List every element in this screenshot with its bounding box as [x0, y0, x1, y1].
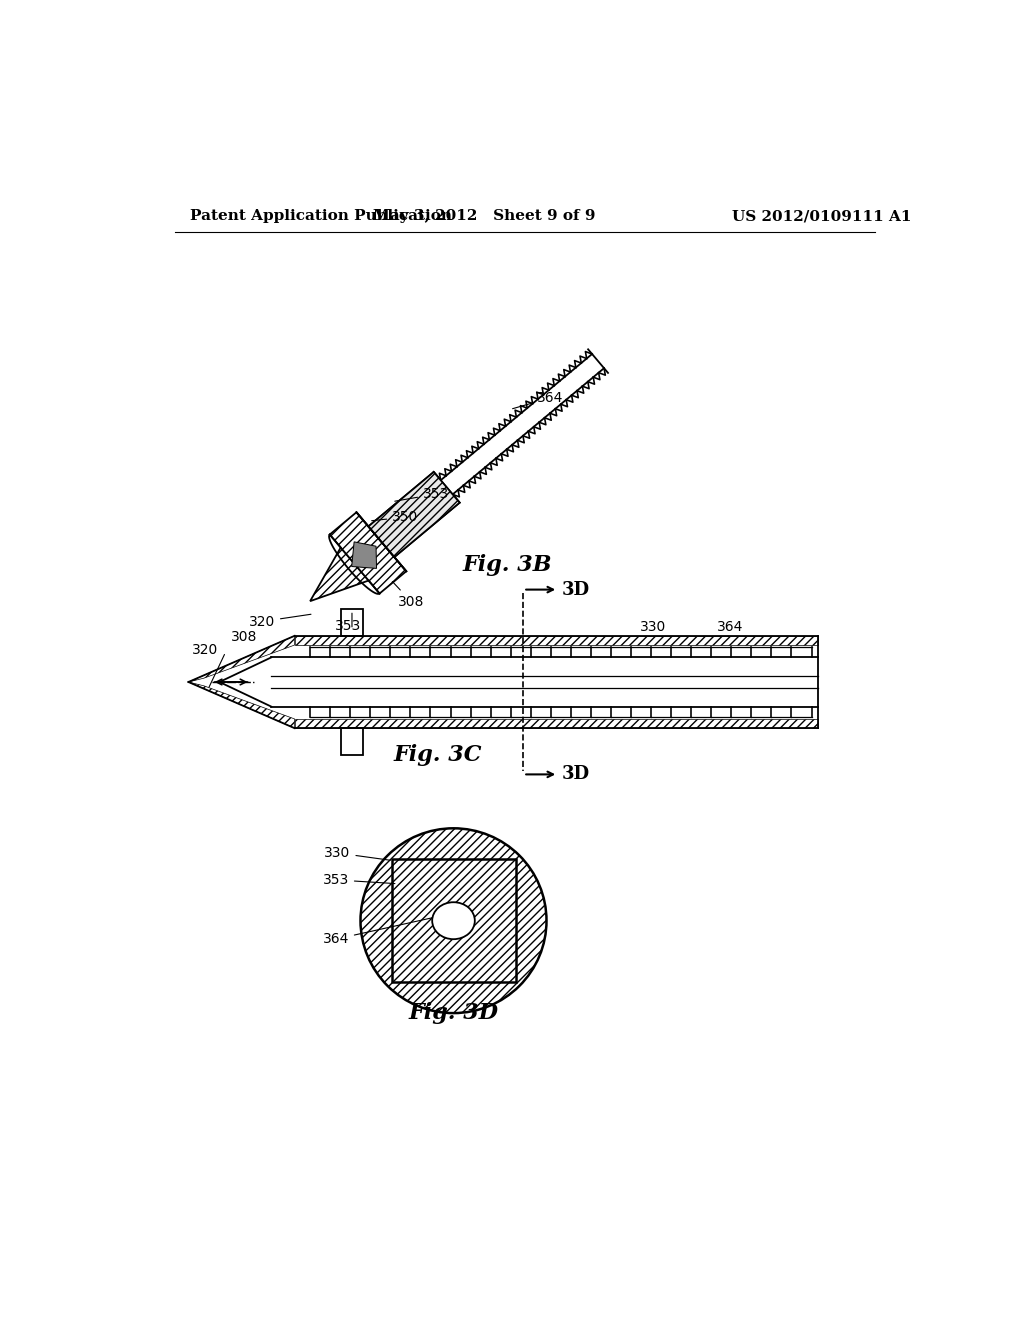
Polygon shape	[369, 473, 460, 557]
Text: 320: 320	[249, 614, 311, 628]
Text: 353: 353	[335, 619, 361, 632]
Text: 353: 353	[395, 487, 450, 502]
Text: Patent Application Publication: Patent Application Publication	[190, 209, 452, 223]
Text: 364: 364	[717, 619, 743, 634]
Polygon shape	[391, 859, 515, 982]
Ellipse shape	[432, 903, 475, 940]
Text: Fig. 3C: Fig. 3C	[394, 744, 482, 766]
Text: US 2012/0109111 A1: US 2012/0109111 A1	[732, 209, 912, 223]
Polygon shape	[310, 548, 369, 601]
Polygon shape	[341, 729, 362, 755]
Text: 308: 308	[231, 631, 257, 644]
Text: 364: 364	[323, 917, 434, 946]
Text: 320: 320	[193, 643, 218, 656]
Polygon shape	[351, 541, 377, 569]
Polygon shape	[341, 609, 362, 636]
Polygon shape	[369, 473, 460, 557]
Text: 3D: 3D	[562, 581, 590, 598]
Text: 353: 353	[323, 873, 395, 887]
Text: Fig. 3D: Fig. 3D	[409, 1002, 499, 1024]
Text: 350: 350	[372, 510, 419, 524]
Text: 330: 330	[640, 619, 666, 634]
Text: May 3, 2012   Sheet 9 of 9: May 3, 2012 Sheet 9 of 9	[374, 209, 596, 223]
Polygon shape	[330, 512, 407, 594]
Text: 308: 308	[392, 582, 425, 609]
Text: 3D: 3D	[562, 766, 590, 783]
Text: 364: 364	[513, 391, 563, 409]
Text: Fig. 3B: Fig. 3B	[463, 554, 553, 576]
Circle shape	[360, 829, 547, 1014]
Text: 330: 330	[325, 846, 390, 861]
